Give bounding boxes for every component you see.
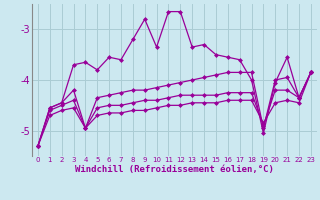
- X-axis label: Windchill (Refroidissement éolien,°C): Windchill (Refroidissement éolien,°C): [75, 165, 274, 174]
